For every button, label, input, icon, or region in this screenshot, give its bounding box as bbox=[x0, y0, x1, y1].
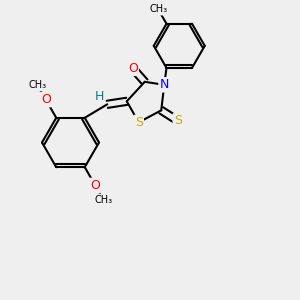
Text: H: H bbox=[95, 90, 104, 103]
Text: O: O bbox=[90, 179, 100, 192]
Text: CH₃: CH₃ bbox=[149, 4, 167, 14]
Text: N: N bbox=[160, 78, 169, 91]
Text: CH₃: CH₃ bbox=[28, 80, 46, 90]
Text: CH₃: CH₃ bbox=[94, 195, 112, 205]
Text: O: O bbox=[41, 93, 51, 106]
Text: S: S bbox=[174, 114, 182, 127]
Text: S: S bbox=[135, 116, 143, 129]
Text: O: O bbox=[128, 62, 138, 75]
